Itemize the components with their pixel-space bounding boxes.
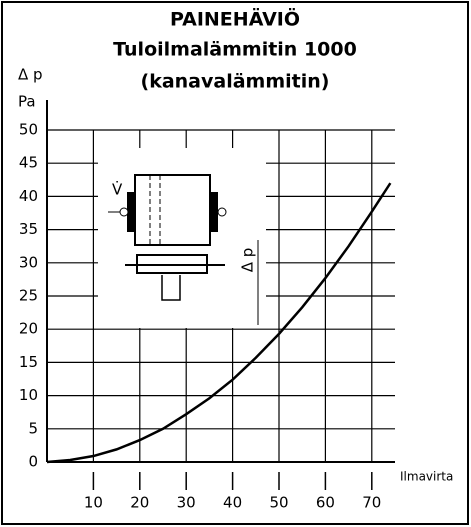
- y-tick-label: 35: [19, 220, 38, 238]
- diagram-label: Δ p: [239, 248, 257, 273]
- x-tick-label: 10: [84, 494, 103, 512]
- y-tick-label: 20: [19, 320, 38, 338]
- x-tick-label: 50: [269, 494, 288, 512]
- x-tick-label: 70: [362, 494, 381, 512]
- y-axis-label: Δ p: [18, 66, 43, 84]
- inset-diagram: V̇ Δ p: [98, 148, 266, 328]
- y-tick-label: 15: [19, 353, 38, 371]
- x-tick-label: 30: [177, 494, 196, 512]
- y-tick-label: 50: [19, 121, 38, 139]
- chart-subtitle: (kanavalämmitin): [141, 71, 330, 93]
- x-axis-label: Ilmavirta: [400, 470, 453, 484]
- chart-title: PAINEHÄVIÖ: [170, 7, 300, 31]
- chart-subtitle: Tuloilmalämmitin 1000: [113, 39, 357, 61]
- x-tick-label: 40: [223, 494, 242, 512]
- y-tick-label: 25: [19, 287, 38, 305]
- y-tick-label: 5: [28, 419, 38, 437]
- diagram-label: V̇: [112, 180, 123, 199]
- y-axis-unit: Pa: [18, 93, 36, 111]
- y-tick-label: 40: [19, 187, 38, 205]
- data-line: [46, 182, 392, 464]
- y-tick-label: 45: [19, 154, 38, 172]
- x-tick-label: 20: [130, 494, 149, 512]
- y-tick-label: 10: [19, 386, 38, 404]
- x-tick-label: 60: [316, 494, 335, 512]
- y-tick-label: 30: [19, 253, 38, 271]
- y-tick-label: 0: [28, 453, 38, 471]
